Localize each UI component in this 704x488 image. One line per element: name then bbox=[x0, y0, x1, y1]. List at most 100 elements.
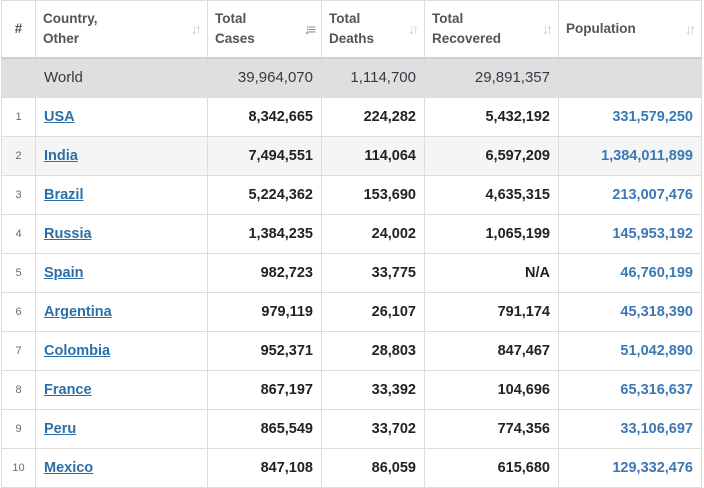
world-rank bbox=[1, 57, 36, 98]
total-deaths-cell: 28,803 bbox=[321, 331, 425, 371]
population-cell: 45,318,390 bbox=[558, 292, 702, 332]
table-row: 4 Russia 1,384,235 24,002 1,065,199 145,… bbox=[1, 214, 702, 254]
country-link[interactable]: France bbox=[44, 382, 92, 398]
total-deaths-cell: 24,002 bbox=[321, 214, 425, 254]
total-deaths-cell: 33,392 bbox=[321, 370, 425, 410]
header-row: # Country, Other ↓↑ Total Cases ↓≡ Total… bbox=[1, 0, 702, 59]
total-deaths-cell: 33,775 bbox=[321, 253, 425, 293]
country-cell: Spain bbox=[35, 253, 208, 293]
sort-arrows-icon[interactable]: ↓↑ bbox=[542, 20, 553, 37]
total-cases-cell: 952,371 bbox=[207, 331, 322, 371]
sort-arrows-icon[interactable]: ↓↑ bbox=[191, 20, 202, 37]
population-header[interactable]: Population ↓↑ bbox=[558, 0, 702, 59]
row-rank: 4 bbox=[1, 214, 36, 254]
sort-desc-icon[interactable]: ↓≡ bbox=[303, 20, 316, 37]
deaths-header-label-1: Total bbox=[329, 10, 361, 26]
table-row: 6 Argentina 979,119 26,107 791,174 45,31… bbox=[1, 292, 702, 332]
country-cell: Russia bbox=[35, 214, 208, 254]
rank-header-label: # bbox=[14, 20, 23, 36]
country-header-label-2: Other bbox=[43, 30, 80, 46]
total-deaths-cell: 153,690 bbox=[321, 175, 425, 215]
total-recovered-cell: 774,356 bbox=[424, 409, 559, 449]
sort-arrows-icon[interactable]: ↓↑ bbox=[408, 20, 419, 37]
total-recovered-cell: 6,597,209 bbox=[424, 136, 559, 176]
country-cell: Argentina bbox=[35, 292, 208, 332]
total-recovered-cell: 4,635,315 bbox=[424, 175, 559, 215]
total-deaths-header[interactable]: Total Deaths ↓↑ bbox=[321, 0, 425, 59]
country-header[interactable]: Country, Other ↓↑ bbox=[35, 0, 208, 59]
world-name: World bbox=[35, 57, 208, 98]
country-link[interactable]: Spain bbox=[44, 265, 84, 281]
total-cases-cell: 867,197 bbox=[207, 370, 322, 410]
table-row: 8 France 867,197 33,392 104,696 65,316,6… bbox=[1, 370, 702, 410]
country-cell: Brazil bbox=[35, 175, 208, 215]
cases-header-label-2: Cases bbox=[215, 30, 255, 46]
sort-arrows-icon[interactable]: ↓↑ bbox=[685, 20, 696, 37]
total-cases-header[interactable]: Total Cases ↓≡ bbox=[207, 0, 322, 59]
total-deaths-cell: 224,282 bbox=[321, 97, 425, 137]
table-row: 1 USA 8,342,665 224,282 5,432,192 331,57… bbox=[1, 97, 702, 137]
country-link[interactable]: Russia bbox=[44, 226, 92, 242]
deaths-header-label-2: Deaths bbox=[329, 30, 375, 46]
cases-header-label-1: Total bbox=[215, 10, 247, 26]
row-rank: 3 bbox=[1, 175, 36, 215]
population-cell: 65,316,637 bbox=[558, 370, 702, 410]
country-link[interactable]: Brazil bbox=[44, 187, 84, 203]
total-cases-cell: 865,549 bbox=[207, 409, 322, 449]
total-recovered-cell: 5,432,192 bbox=[424, 97, 559, 137]
row-rank: 2 bbox=[1, 136, 36, 176]
total-cases-cell: 7,494,551 bbox=[207, 136, 322, 176]
population-cell: 1,384,011,899 bbox=[558, 136, 702, 176]
row-rank: 1 bbox=[1, 97, 36, 137]
country-header-label-1: Country, bbox=[43, 10, 98, 26]
total-cases-cell: 8,342,665 bbox=[207, 97, 322, 137]
world-recovered: 29,891,357 bbox=[424, 57, 559, 98]
total-cases-cell: 982,723 bbox=[207, 253, 322, 293]
total-recovered-header[interactable]: Total Recovered ↓↑ bbox=[424, 0, 559, 59]
population-cell: 46,760,199 bbox=[558, 253, 702, 293]
country-link[interactable]: Mexico bbox=[44, 460, 94, 476]
population-cell: 213,007,476 bbox=[558, 175, 702, 215]
total-recovered-cell: 791,174 bbox=[424, 292, 559, 332]
total-recovered-cell: 1,065,199 bbox=[424, 214, 559, 254]
row-rank: 9 bbox=[1, 409, 36, 449]
total-recovered-cell: 847,467 bbox=[424, 331, 559, 371]
total-recovered-cell: 615,680 bbox=[424, 448, 559, 488]
country-cell: Mexico bbox=[35, 448, 208, 488]
recovered-header-label-2: Recovered bbox=[432, 30, 502, 46]
table-row: 10 Mexico 847,108 86,059 615,680 129,332… bbox=[1, 448, 702, 488]
total-recovered-cell: N/A bbox=[424, 253, 559, 293]
population-cell: 129,332,476 bbox=[558, 448, 702, 488]
world-deaths: 1,114,700 bbox=[321, 57, 425, 98]
total-cases-cell: 5,224,362 bbox=[207, 175, 322, 215]
country-link[interactable]: Argentina bbox=[44, 304, 112, 320]
population-cell: 33,106,697 bbox=[558, 409, 702, 449]
country-link[interactable]: India bbox=[44, 148, 78, 164]
country-cell: USA bbox=[35, 97, 208, 137]
table-row: 7 Colombia 952,371 28,803 847,467 51,042… bbox=[1, 331, 702, 371]
row-rank: 8 bbox=[1, 370, 36, 410]
world-row: World 39,964,070 1,114,700 29,891,357 bbox=[1, 57, 702, 98]
country-link[interactable]: Colombia bbox=[44, 343, 111, 359]
table-row: 2 India 7,494,551 114,064 6,597,209 1,38… bbox=[1, 136, 702, 176]
population-cell: 51,042,890 bbox=[558, 331, 702, 371]
total-deaths-cell: 86,059 bbox=[321, 448, 425, 488]
total-deaths-cell: 114,064 bbox=[321, 136, 425, 176]
recovered-header-label-1: Total bbox=[432, 10, 464, 26]
total-cases-cell: 847,108 bbox=[207, 448, 322, 488]
country-cell: India bbox=[35, 136, 208, 176]
rank-header[interactable]: # bbox=[1, 0, 36, 59]
country-cell: France bbox=[35, 370, 208, 410]
country-link[interactable]: USA bbox=[44, 109, 75, 125]
country-cell: Peru bbox=[35, 409, 208, 449]
total-deaths-cell: 33,702 bbox=[321, 409, 425, 449]
population-cell: 331,579,250 bbox=[558, 97, 702, 137]
country-link[interactable]: Peru bbox=[44, 421, 77, 437]
world-population bbox=[558, 57, 702, 98]
country-cell: Colombia bbox=[35, 331, 208, 371]
population-cell: 145,953,192 bbox=[558, 214, 702, 254]
total-cases-cell: 1,384,235 bbox=[207, 214, 322, 254]
total-cases-cell: 979,119 bbox=[207, 292, 322, 332]
table-row: 9 Peru 865,549 33,702 774,356 33,106,697 bbox=[1, 409, 702, 449]
